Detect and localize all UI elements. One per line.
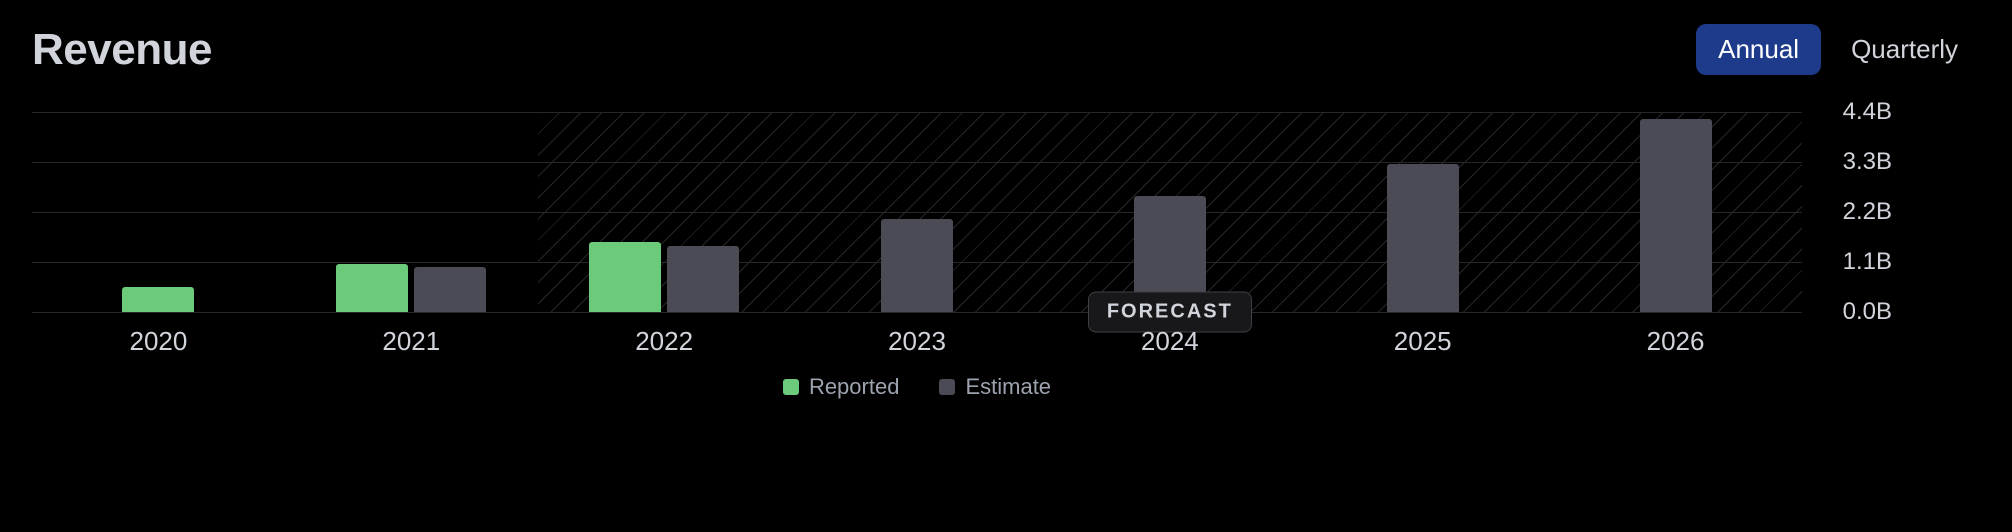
y-axis-tick-label: 0.0B <box>1843 298 1892 326</box>
legend-item-reported: Reported <box>783 374 900 400</box>
legend-swatch-reported <box>783 379 799 395</box>
chart-header: Revenue Annual Quarterly <box>32 24 1980 75</box>
x-axis-tick-label: 2022 <box>635 326 693 357</box>
x-axis-tick-label: 2026 <box>1647 326 1705 357</box>
bar-estimate[interactable] <box>881 219 953 312</box>
legend-label-estimate: Estimate <box>965 374 1051 400</box>
x-axis-tick-label: 2020 <box>130 326 188 357</box>
x-axis-labels: 2020 2021 2022 2023 2024 2025 2026 <box>32 326 1802 366</box>
y-axis-tick-label: 3.3B <box>1843 148 1892 176</box>
y-axis-tick-label: 1.1B <box>1843 248 1892 276</box>
period-tabs: Annual Quarterly <box>1696 24 1980 75</box>
chart-title: Revenue <box>32 25 212 75</box>
x-axis-tick-label: 2024 <box>1141 326 1199 357</box>
x-axis-tick-label: 2021 <box>382 326 440 357</box>
bar-reported[interactable] <box>336 264 408 312</box>
y-axis-tick-label: 4.4B <box>1843 98 1892 126</box>
bar-estimate[interactable] <box>1387 164 1459 312</box>
bar-group <box>1387 164 1459 312</box>
bar-reported[interactable] <box>122 287 194 312</box>
legend-label-reported: Reported <box>809 374 900 400</box>
tab-annual[interactable]: Annual <box>1696 24 1821 75</box>
bar-reported[interactable] <box>589 242 661 312</box>
bar-group <box>881 219 953 312</box>
bar-group <box>336 264 486 312</box>
legend-swatch-estimate <box>939 379 955 395</box>
bar-estimate[interactable] <box>414 267 486 312</box>
y-axis-labels: 0.0B1.1B2.2B3.3B4.4B <box>1812 112 1892 312</box>
chart-plot: FORECAST <box>32 112 1802 312</box>
bar-group <box>122 287 194 312</box>
x-axis-tick-label: 2023 <box>888 326 946 357</box>
legend-item-estimate: Estimate <box>939 374 1051 400</box>
chart-area: FORECAST 0.0B1.1B2.2B3.3B4.4B <box>32 112 1892 312</box>
bar-group <box>589 242 739 312</box>
tab-quarterly[interactable]: Quarterly <box>1829 24 1980 75</box>
gridline <box>32 312 1802 313</box>
y-axis-tick-label: 2.2B <box>1843 198 1892 226</box>
bar-estimate[interactable] <box>1640 119 1712 312</box>
bar-group <box>1640 119 1712 312</box>
x-axis-tick-label: 2025 <box>1394 326 1452 357</box>
chart-legend: Reported Estimate <box>32 374 1802 400</box>
bar-estimate[interactable] <box>667 246 739 312</box>
